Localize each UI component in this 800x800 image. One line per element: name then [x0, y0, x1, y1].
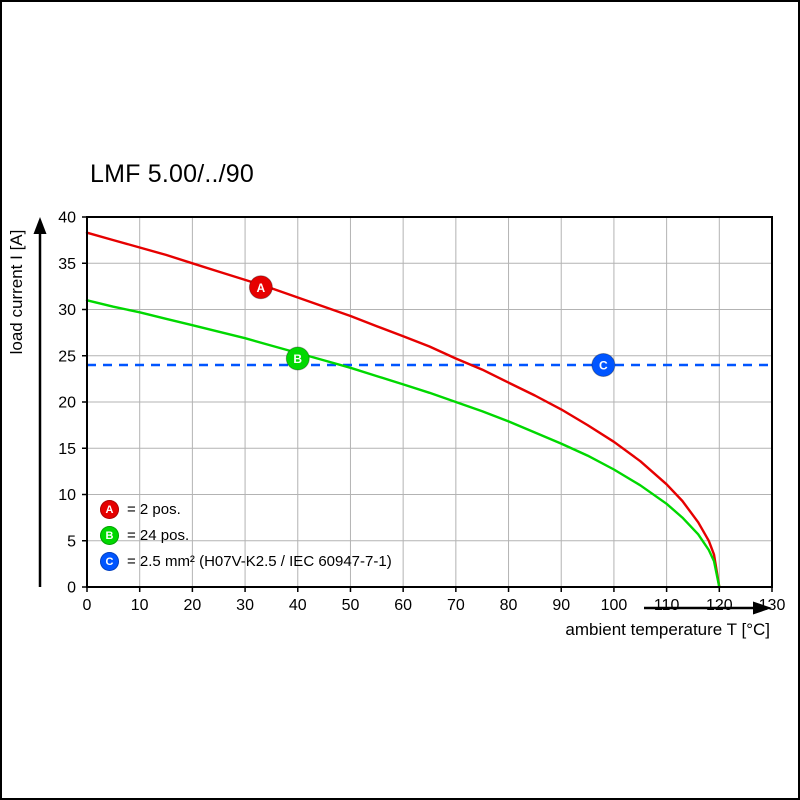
tick-label: 70	[447, 597, 465, 614]
tick-label: 35	[58, 256, 76, 273]
tick-label: 0	[83, 597, 92, 614]
tick-label: 10	[131, 597, 149, 614]
marker-b-icon	[285, 346, 310, 371]
chart-title: LMF 5.00/../90	[90, 160, 254, 188]
curve-b	[85, 299, 721, 589]
tick-label: A	[257, 281, 266, 295]
tick-label: C	[599, 359, 608, 373]
legend-item-b: B = 24 pos.	[100, 526, 392, 545]
x-axis-arrow-head	[753, 601, 772, 615]
tick-label: 30	[58, 302, 76, 319]
curve-a	[85, 231, 721, 589]
y-axis-label: load current I [A]	[7, 229, 26, 355]
legend-text-b: = 24 pos.	[127, 527, 190, 544]
tick-label: 110	[654, 597, 680, 614]
tick-label: 50	[342, 597, 360, 614]
tick-label: 80	[500, 597, 518, 614]
tick-label: 90	[552, 597, 570, 614]
tick-label: 40	[289, 597, 307, 614]
tick-label: 30	[236, 597, 254, 614]
tick-label: 10	[58, 487, 76, 504]
legend-badge-c-icon: C	[100, 552, 119, 571]
tick-label: 25	[58, 348, 76, 365]
tick-label: 100	[601, 597, 628, 614]
marker-a-icon	[248, 275, 273, 300]
legend-badge-a-icon: A	[100, 500, 119, 519]
tick-label: 20	[183, 597, 201, 614]
tick-label: 0	[67, 580, 76, 597]
marker-c-icon	[591, 353, 616, 377]
legend-text-c: = 2.5 mm² (H07V-K2.5 / IEC 60947-7-1)	[127, 553, 392, 570]
tick-label: 60	[394, 597, 412, 614]
y-axis-arrow-head	[33, 217, 47, 234]
tick-label: 15	[58, 441, 76, 458]
tick-label: B	[293, 352, 302, 366]
tick-label: 20	[58, 395, 76, 412]
tick-label: 120	[706, 597, 733, 614]
legend-item-a: A = 2 pos.	[100, 500, 392, 519]
legend-badge-b-icon: B	[100, 526, 119, 545]
x-axis-label: ambient temperature T [°C]	[565, 620, 770, 639]
legend-text-a: = 2 pos.	[127, 501, 181, 518]
tick-label: 40	[58, 210, 76, 227]
tick-label: 5	[67, 533, 76, 550]
chart-legend: A = 2 pos. B = 24 pos. C = 2.5 mm² (H07V…	[100, 500, 392, 571]
legend-item-c: C = 2.5 mm² (H07V-K2.5 / IEC 60947-7-1)	[100, 552, 392, 571]
